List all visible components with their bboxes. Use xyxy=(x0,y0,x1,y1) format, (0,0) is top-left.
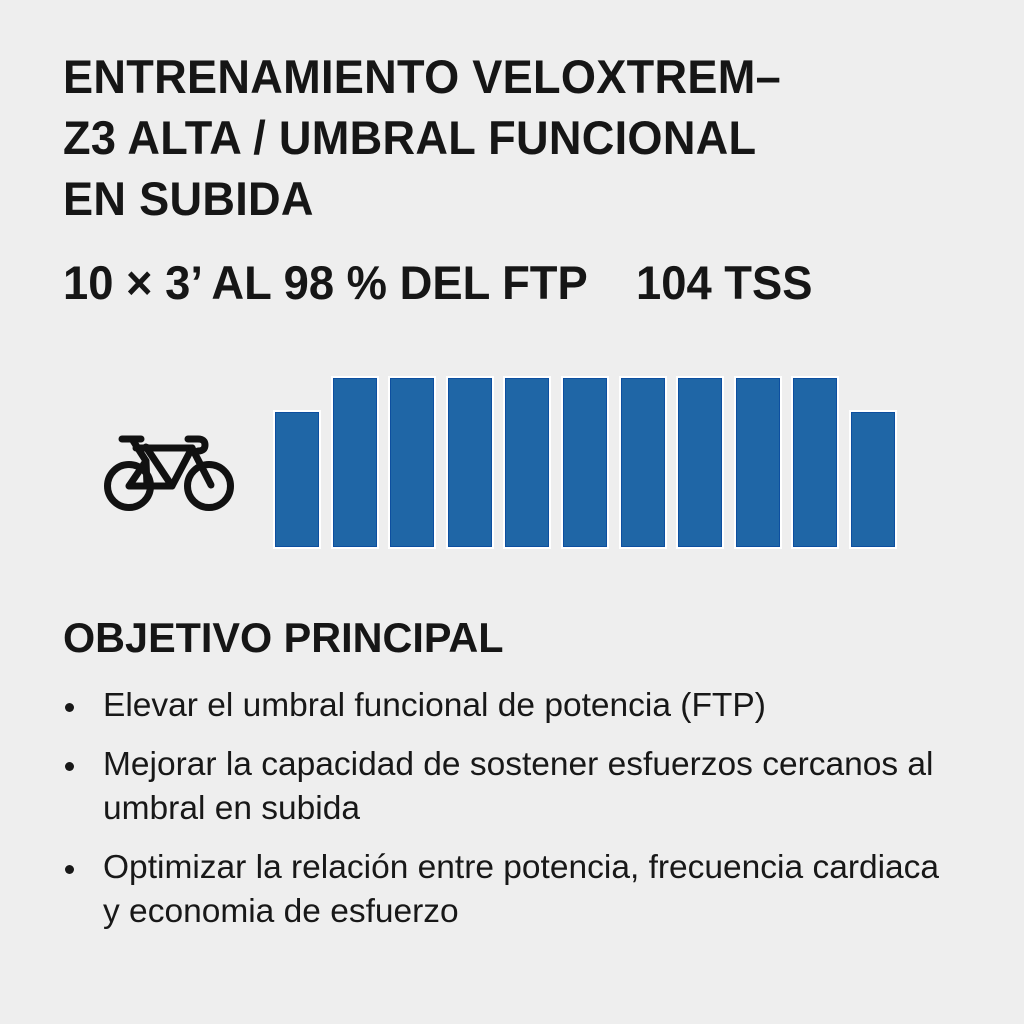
bullet-icon xyxy=(65,865,74,874)
tss-value: 104 TSS xyxy=(636,256,813,309)
workout-summary: 10 × 3’ AL 98 % DEL FTP 104 TSS xyxy=(63,253,813,313)
interval-bar xyxy=(678,378,722,547)
interval-bar xyxy=(563,378,607,547)
workout-title: ENTRENAMIENTO VELOXTREM– Z3 ALTA / UMBRA… xyxy=(63,46,927,229)
interval-bar xyxy=(793,378,837,547)
title-line-2: Z3 ALTA / UMBRAL FUNCIONAL xyxy=(63,111,757,164)
interval-bar xyxy=(505,378,549,547)
interval-bar xyxy=(851,412,895,547)
interval-bar xyxy=(333,378,377,547)
objective-item: Mejorar la capacidad de sostener esfuerz… xyxy=(63,743,963,831)
bullet-icon xyxy=(65,703,74,712)
title-line-3: EN SUBIDA xyxy=(63,172,314,225)
objectives-heading: OBJETIVO PRINCIPAL xyxy=(63,614,504,661)
objective-text: Elevar el umbral funcional de potencia (… xyxy=(103,687,766,724)
title-line-1: ENTRENAMIENTO VELOXTREM– xyxy=(63,50,782,103)
interval-bar xyxy=(736,378,780,547)
objectives-list: Elevar el umbral funcional de potencia (… xyxy=(63,684,963,949)
interval-bar xyxy=(448,378,492,547)
objective-item: Elevar el umbral funcional de potencia (… xyxy=(63,684,963,728)
interval-bar xyxy=(390,378,434,547)
interval-bar xyxy=(275,412,319,547)
objective-item: Optimizar la relación entre potencia, fr… xyxy=(63,846,963,934)
objective-text: Mejorar la capacidad de sostener esfuerz… xyxy=(103,746,934,827)
bicycle-icon xyxy=(104,433,236,513)
interval-bar xyxy=(621,378,665,547)
objective-text: Optimizar la relación entre potencia, fr… xyxy=(103,849,940,930)
bullet-icon xyxy=(65,762,74,771)
interval-summary: 10 × 3’ AL 98 % DEL FTP xyxy=(63,256,588,309)
